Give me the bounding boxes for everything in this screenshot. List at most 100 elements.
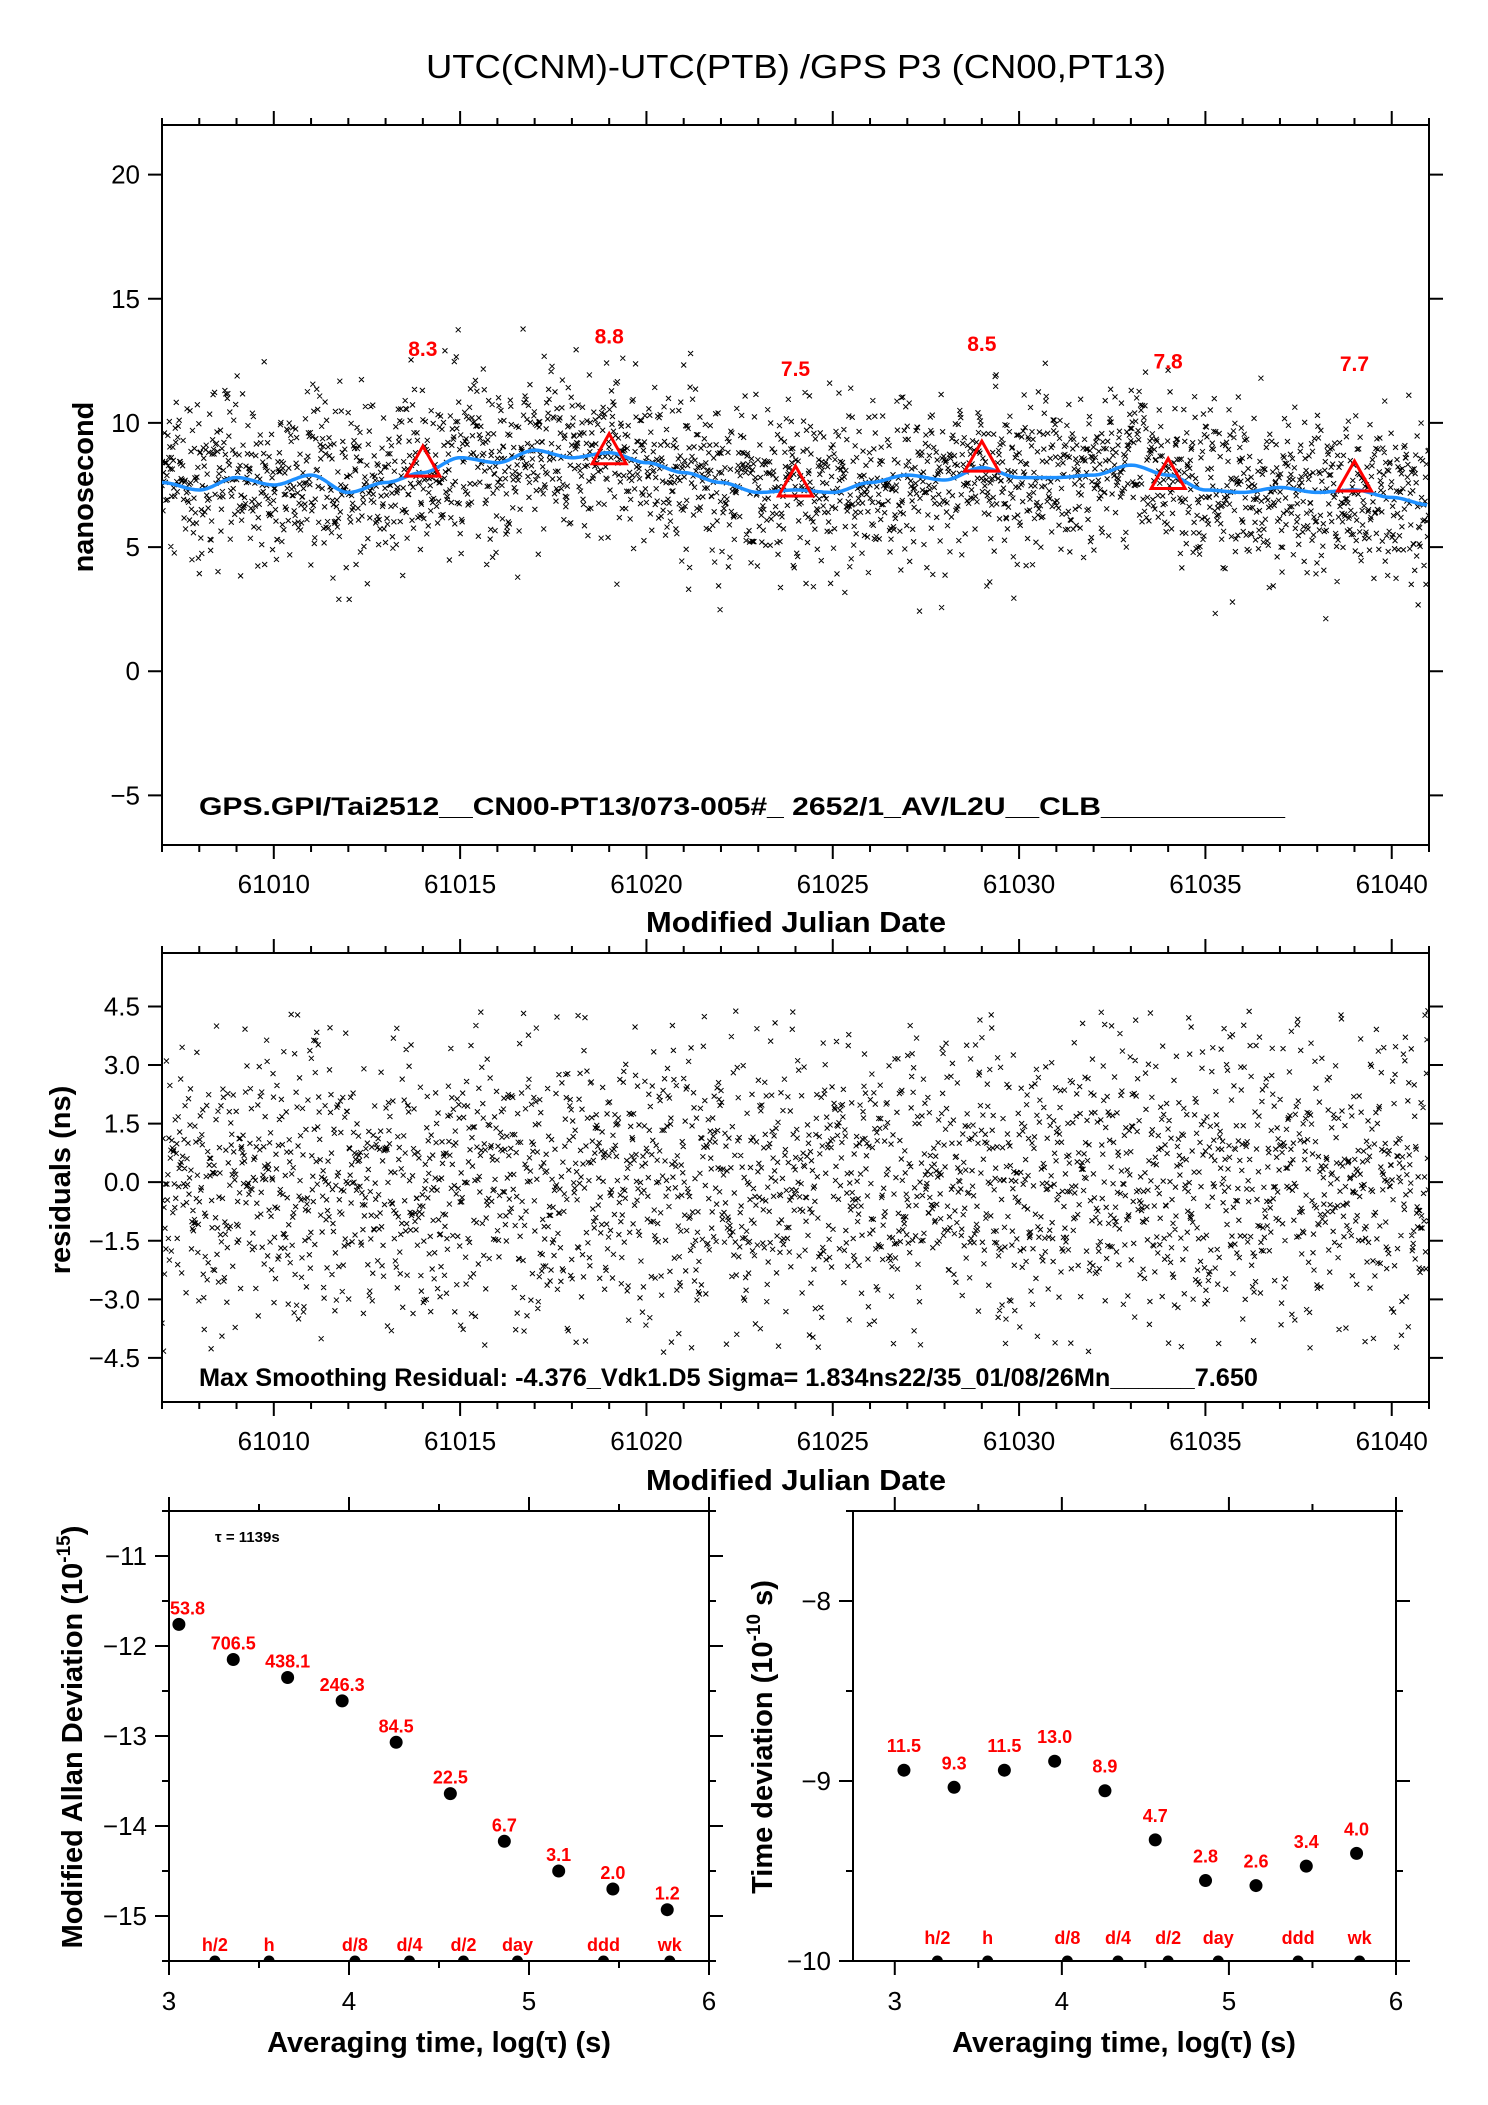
residual-statistics-annotation: Max Smoothing Residual: -4.376_Vdk1.D5 S… (199, 1364, 1258, 1392)
x-tick-label: 6 (702, 1986, 716, 2016)
y-tick-label: 10 (111, 408, 140, 438)
x-tick-label: 61025 (797, 1426, 869, 1456)
x-tick-label: 3 (162, 1986, 176, 2016)
point-value-label: 9.3 (942, 1753, 967, 1773)
reference-mark-label: ddd (587, 1935, 620, 1955)
reference-mark-label: d/8 (1054, 1928, 1080, 1948)
y-tick-label: −14 (103, 1811, 147, 1841)
x-tick-label: 4 (1055, 1986, 1069, 2016)
data-point (443, 1787, 457, 1801)
point-value-label: 4.7 (1143, 1806, 1168, 1826)
y-tick-label: 5 (126, 532, 140, 562)
triangle-marker (403, 443, 443, 478)
reference-mark (457, 1955, 469, 1961)
reference-mark-label: wk (1347, 1928, 1373, 1948)
point-value-label: 53.8 (170, 1598, 205, 1618)
data-point (497, 1834, 511, 1848)
reference-mark-label: d/2 (1155, 1928, 1181, 1948)
point-value-label: 4.0 (1344, 1819, 1369, 1839)
y-axis-title-exponent: -10 (744, 1614, 765, 1641)
reference-mark-label: d/4 (396, 1935, 422, 1955)
y-axis-title-exponent: -15 (54, 1535, 75, 1563)
reference-mark (263, 1955, 275, 1961)
y-axis-title: residuals (ns) (45, 1086, 77, 1275)
reference-mark-label: h/2 (924, 1928, 950, 1948)
x-tick-label: 61020 (610, 1426, 682, 1456)
triangle-marker (1148, 455, 1188, 491)
data-point (389, 1735, 403, 1749)
point-value-label: 2.0 (600, 1863, 625, 1883)
y-axis-title: nanosecond (68, 402, 100, 573)
x-tick-label: 4 (342, 1986, 356, 2016)
point-value-label: 246.3 (320, 1675, 365, 1695)
data-point (335, 1694, 349, 1708)
data-point (1299, 1859, 1313, 1873)
y-axis-title-text: Time deviation (10 (747, 1641, 779, 1894)
x-tick-label: 61015 (424, 1426, 496, 1456)
data-point (281, 1671, 295, 1684)
x-tick-label: 61010 (238, 1426, 310, 1456)
modified-allan-deviation-panel: Averaging time, log(τ) (s) Modified Alla… (54, 1497, 723, 2059)
point-value-label: 8.9 (1092, 1757, 1117, 1777)
point-value-label: 3.1 (546, 1845, 571, 1865)
y-tick-label: −3.0 (89, 1284, 140, 1314)
y-axis-title: Modified Allan Deviation (10-15) (54, 1526, 89, 1949)
point-value-label: 706.5 (211, 1634, 256, 1654)
x-tick-label: 61040 (1356, 869, 1428, 899)
reference-mark-label: day (1203, 1928, 1234, 1948)
reference-mark-label: wk (657, 1935, 683, 1955)
y-tick-label: 4.5 (104, 991, 140, 1021)
x-tick-label: 61040 (1356, 1426, 1428, 1456)
data-point (1148, 1833, 1162, 1847)
reference-mark (598, 1955, 610, 1961)
data-point (226, 1653, 240, 1666)
y-tick-label: −1.5 (89, 1226, 140, 1256)
y-tick-label: −8 (801, 1586, 831, 1616)
point-value-label: 84.5 (379, 1716, 414, 1736)
reference-mark (209, 1955, 221, 1961)
marker-value-label: 7.5 (781, 358, 811, 381)
scatter-points (162, 326, 1429, 622)
point-value-label: 22.5 (433, 1768, 468, 1788)
point-value-label: 11.5 (887, 1736, 921, 1756)
data-point (947, 1780, 961, 1794)
reference-mark (511, 1955, 523, 1961)
reference-mark (982, 1955, 994, 1961)
data-source-annotation: GPS.GPI/Tai2512__CN00-PT13/073-005#_ 265… (199, 793, 1286, 821)
smoothed-curve (162, 448, 1428, 507)
y-tick-label: −10 (787, 1946, 831, 1976)
reference-mark (1354, 1955, 1366, 1961)
y-axis-title-suffix: s) (747, 1580, 779, 1614)
x-tick-label: 5 (522, 1986, 536, 2016)
reference-mark-label: day (502, 1935, 533, 1955)
axis-ticks (155, 1497, 723, 1975)
x-tick-label: 61035 (1169, 1426, 1241, 1456)
data-point (897, 1763, 911, 1777)
y-tick-label: −13 (103, 1721, 147, 1751)
x-axis-title: Averaging time, log(τ) (s) (952, 2027, 1296, 2059)
point-value-label: 2.8 (1193, 1847, 1218, 1867)
data-point (660, 1903, 674, 1917)
y-tick-label: 20 (111, 160, 140, 190)
y-axis-title: Time deviation (10-10 s) (744, 1580, 779, 1894)
tau-note: τ = 1139s (215, 1529, 280, 1546)
time-deviation-panel: Averaging time, log(τ) (s) Time deviatio… (744, 1497, 1410, 2059)
residuals-panel: Modified Julian Date residuals (ns) Max … (45, 939, 1443, 1497)
reference-mark (403, 1955, 415, 1961)
y-tick-label: −12 (103, 1631, 147, 1661)
reference-mark (664, 1955, 676, 1961)
x-tick-label: 61025 (797, 869, 869, 899)
data-point (1350, 1846, 1364, 1860)
reference-mark (1162, 1955, 1174, 1961)
axis-ticks (148, 939, 1443, 1416)
y-axis-title-suffix: ) (57, 1526, 89, 1536)
x-axis-title: Modified Julian Date (646, 907, 946, 939)
chart-title: UTC(CNM)-UTC(PTB) /GPS P3 (CN00,PT13) (426, 48, 1166, 85)
y-axis-title-text: Modified Allan Deviation (10 (57, 1563, 89, 1949)
data-point (1199, 1874, 1213, 1888)
y-tick-label: −5 (110, 780, 140, 810)
axis-ticks (839, 1497, 1410, 1975)
data-point (1098, 1784, 1112, 1798)
reference-mark (1112, 1955, 1124, 1961)
